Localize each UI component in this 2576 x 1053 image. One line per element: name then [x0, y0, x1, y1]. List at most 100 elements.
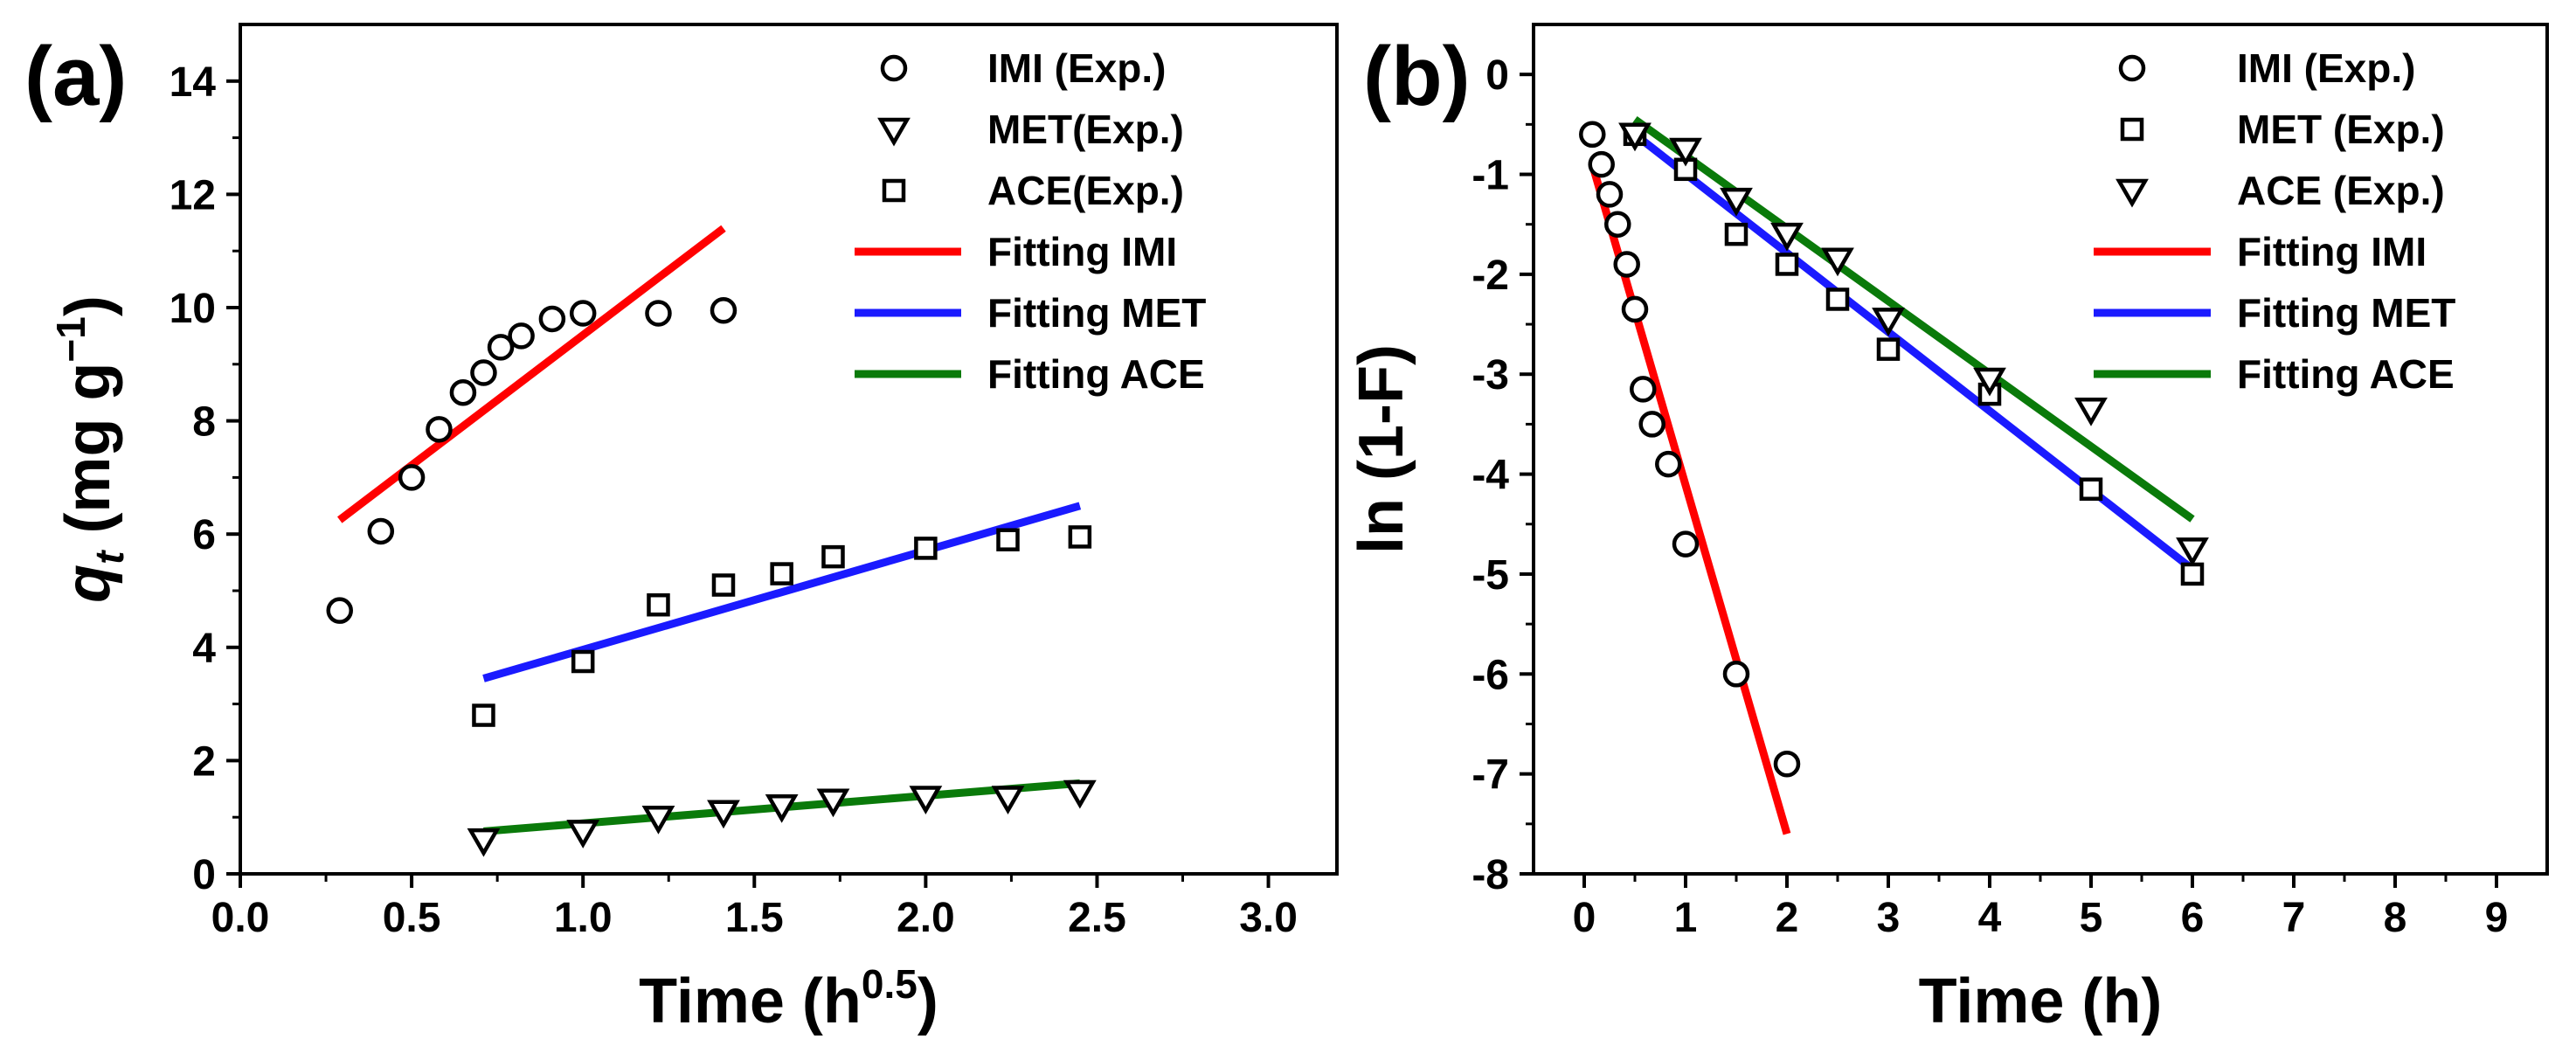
y-axis-title-variable: q: [53, 565, 123, 603]
data-point: [1876, 337, 1901, 361]
x-tick-label: 5: [2080, 895, 2103, 941]
data-point: [1068, 525, 1092, 549]
legend-label: Fitting IMI: [987, 229, 1177, 274]
data-point: [1621, 295, 1649, 323]
legend-label: IMI (Exp.): [987, 45, 1166, 91]
data-point: [991, 786, 1025, 815]
data-point: [816, 788, 850, 818]
data-point: [1655, 450, 1682, 478]
data-point: [645, 300, 672, 327]
data-point: [1604, 211, 1631, 238]
data-point: [538, 305, 566, 333]
data-point: [996, 528, 1020, 551]
legend-item: Fitting ACE: [855, 351, 1205, 397]
data-point: [467, 828, 501, 857]
legend-label: Fitting MET: [987, 290, 1206, 336]
legend-label: Fitting ACE: [987, 351, 1205, 397]
data-point: [1579, 121, 1606, 149]
legend-item: Fitting IMI: [855, 229, 1177, 274]
x-tick-label: 0: [1573, 895, 1596, 941]
legend-label: Fitting ACE: [2237, 351, 2455, 397]
chart-panel-a: (a) 0.0 0.5 1.0 1.5 2.0 2.5 3.0 0 2 4 6 8 10 12 14 Time …: [24, 23, 1339, 1036]
y-tick-label: -4: [1472, 453, 1509, 499]
data-point: [487, 334, 515, 361]
data-point: [914, 537, 938, 560]
series-imi: [326, 296, 737, 624]
y-axis-title-end: ): [53, 295, 123, 316]
x-tick-label: 3: [1877, 895, 1901, 941]
data-point: [1638, 411, 1665, 438]
legend-item: Fitting MET: [855, 290, 1206, 336]
y-tick-label: -6: [1472, 652, 1509, 698]
y-tick-label: 10: [170, 286, 216, 332]
legend: IMI (Exp.) MET (Exp.) ACE (Exp.) Fitting IM…: [2094, 45, 2455, 397]
legend-item: ACE (Exp.): [2116, 168, 2445, 213]
legend-item: MET(Exp.): [877, 107, 1184, 152]
data-point: [1630, 376, 1657, 403]
data-point: [398, 464, 426, 491]
x-axis-title: Time (h0.5): [639, 961, 938, 1036]
y-tick-label: -2: [1472, 253, 1509, 299]
data-point: [1613, 251, 1640, 278]
y-axis-title-unit: (mg g: [53, 363, 123, 551]
y-axis-title-subscript: t: [87, 550, 132, 565]
x-tick-label: 8: [2384, 895, 2407, 941]
data-point: [569, 300, 597, 327]
plot-area: [1579, 115, 2209, 835]
x-axis-title: Time (h): [1919, 966, 2163, 1036]
data-point: [1669, 137, 1702, 167]
legend-label: MET(Exp.): [987, 107, 1184, 152]
data-point: [1973, 367, 2006, 397]
data-point: [508, 322, 535, 350]
data-point: [909, 786, 943, 815]
data-point: [1720, 187, 1753, 217]
fit-line-met: [482, 502, 1082, 682]
panel-label: (b): [1363, 30, 1471, 123]
legend-marker: [2116, 178, 2149, 208]
data-point: [426, 416, 453, 443]
data-point: [765, 793, 799, 823]
x-tick-label: 6: [2181, 895, 2205, 941]
y-tick-label: -7: [1472, 752, 1509, 799]
data-point: [566, 820, 600, 849]
legend-marker: [2120, 117, 2144, 142]
data-point: [1588, 150, 1615, 178]
data-point: [1596, 181, 1624, 208]
data-point: [1063, 779, 1097, 809]
y-tick-label: 12: [170, 172, 216, 218]
data-point: [711, 573, 736, 597]
data-point: [1770, 222, 1804, 252]
data-point: [1872, 308, 1905, 336]
y-tick-label: -5: [1472, 552, 1509, 599]
data-point: [449, 378, 477, 406]
legend-marker: [877, 117, 911, 147]
fit-line-imi: [337, 225, 726, 523]
chart-panel-b: (b) 0 1 2 3 4 5 6 7 8 9 0 -1 -2 -3 -4 -5 -6 -7 -8 Time (h) ln…: [1347, 23, 2549, 1036]
data-point: [571, 649, 595, 674]
y-axis-title: ln (1-F): [1347, 344, 1416, 554]
fit-line-ace: [1632, 115, 2195, 523]
x-tick-label: 1: [1674, 895, 1698, 941]
fit-line-met: [1632, 131, 2195, 572]
x-tick-label: 4: [1978, 895, 2002, 941]
y-tick-label: -3: [1472, 352, 1509, 398]
data-point: [472, 703, 495, 727]
legend-marker: [882, 178, 906, 203]
x-tick-label: 3.0: [1239, 895, 1298, 941]
plot-area: [326, 225, 1097, 857]
x-axis-title-superscript: 0.5: [862, 961, 918, 1007]
data-point: [2180, 562, 2205, 586]
x-tick-label: 2: [1776, 895, 1799, 941]
legend-item: IMI (Exp.): [880, 45, 1166, 91]
x-tick-label: 2.5: [1068, 895, 1126, 941]
data-point: [821, 544, 845, 569]
legend-label: ACE(Exp.): [987, 168, 1184, 213]
data-point: [647, 592, 670, 617]
data-point: [2176, 537, 2209, 566]
data-point: [1821, 247, 1854, 277]
legend-label: Fitting IMI: [2237, 229, 2427, 274]
y-axis-title-superscript: −1: [48, 316, 93, 362]
y-tick-label: -1: [1472, 153, 1509, 199]
x-tick-label: 0.5: [383, 895, 441, 941]
